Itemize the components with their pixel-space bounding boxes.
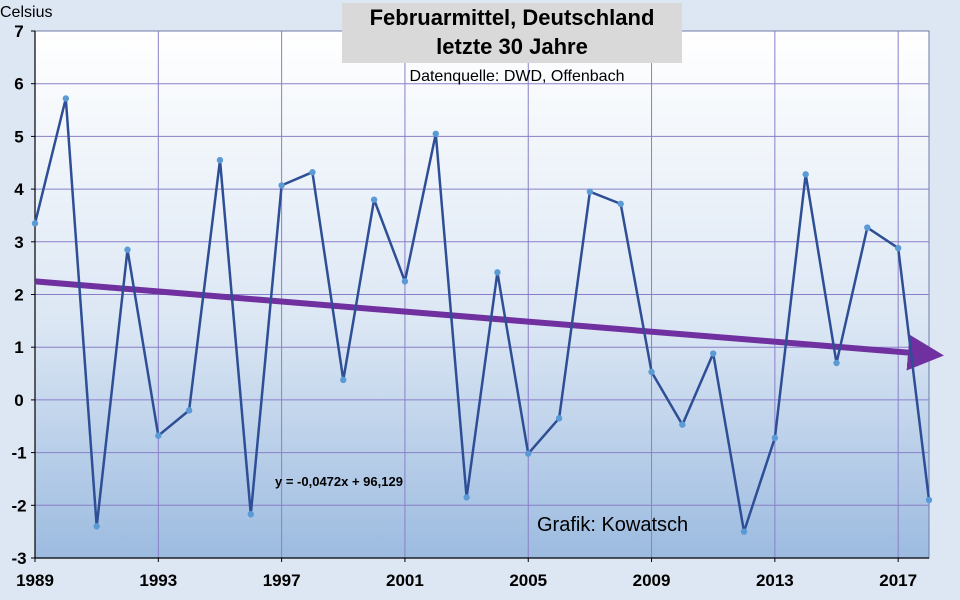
data-point <box>710 350 717 357</box>
x-tick-label: 2009 <box>633 571 671 590</box>
credit-annotation: Grafik: Kowatsch <box>537 514 688 536</box>
data-point <box>679 421 686 428</box>
data-point <box>648 368 655 376</box>
data-point <box>555 415 563 422</box>
x-tick-label: 1989 <box>16 571 54 590</box>
y-tick-label: -1 <box>11 444 26 463</box>
data-point <box>586 188 594 195</box>
data-point <box>340 376 347 384</box>
x-tick-label: 2013 <box>756 571 794 590</box>
y-tick-label: -3 <box>11 549 26 568</box>
x-tick-label: 2001 <box>386 571 424 590</box>
y-axis-label: Celsius <box>0 4 52 21</box>
x-tick-label: 1997 <box>263 571 301 590</box>
data-point <box>494 269 501 276</box>
data-point <box>802 171 809 178</box>
data-point <box>525 450 532 457</box>
chart-subtitle: letzte 30 Jahre <box>436 34 588 59</box>
y-tick-label: -2 <box>11 496 26 515</box>
data-point <box>185 407 193 414</box>
trendline <box>34 278 944 371</box>
y-tick-label: 7 <box>14 22 23 41</box>
data-point <box>432 130 439 137</box>
y-tick-label: 3 <box>14 233 23 252</box>
trendline-equation: y = -0,0472x + 96,129 <box>275 474 403 489</box>
data-point <box>617 200 624 208</box>
y-tick-label: 5 <box>14 127 23 146</box>
chart-source: Datenquelle: DWD, Offenbach <box>410 68 625 85</box>
data-point <box>278 182 285 189</box>
chart-title: Februarmittel, Deutschland <box>370 5 655 30</box>
data-point <box>401 278 409 285</box>
y-tick-label: 1 <box>14 338 23 357</box>
axes: 7 6 5 4 3 2 1 0 -1 -2 -3 1989 1993 1997 2001 2005 2009 20… <box>11 22 929 590</box>
y-tick-label: 2 <box>14 286 23 305</box>
data-point <box>771 434 779 442</box>
title-background <box>342 3 682 63</box>
data-point <box>247 511 254 518</box>
y-tick-label: 0 <box>14 391 23 410</box>
gridlines <box>35 31 929 558</box>
data-point <box>155 432 162 439</box>
x-tick-label: 1993 <box>139 571 177 590</box>
data-point <box>463 494 470 501</box>
data-point <box>370 196 378 203</box>
data-point <box>62 95 70 102</box>
data-point <box>93 523 100 530</box>
data-point <box>740 528 748 535</box>
series-layer <box>31 95 933 535</box>
y-tick-label: 6 <box>14 75 23 94</box>
data-point <box>124 246 131 253</box>
data-point <box>864 224 871 231</box>
title-box: Februarmittel, Deutschland letzte 30 Jah… <box>342 3 682 63</box>
x-tick-label: 2017 <box>879 571 917 590</box>
series-line <box>33 97 931 533</box>
trendline-layer <box>34 278 944 371</box>
data-point <box>925 496 933 504</box>
data-point <box>309 169 316 176</box>
data-point <box>894 244 902 252</box>
x-tick-label: 2005 <box>509 571 547 590</box>
y-tick-label: 4 <box>14 180 24 199</box>
data-point <box>216 156 224 164</box>
data-point <box>31 220 39 227</box>
data-point <box>833 359 840 367</box>
